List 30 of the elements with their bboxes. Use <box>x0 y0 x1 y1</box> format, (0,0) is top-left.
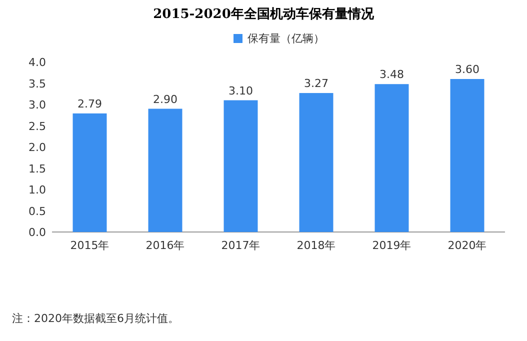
y-tick-label: 0.5 <box>28 204 46 218</box>
y-tick-label: 3.0 <box>28 98 46 112</box>
y-tick-label: 0.0 <box>28 226 46 239</box>
text: 注：2020年数据截至6月统计值。 <box>12 312 179 325</box>
data-label: 2.79 <box>78 97 102 110</box>
x-tick-label: 2016年 <box>146 239 185 252</box>
legend-label: 保有量（亿辆） <box>248 32 324 45</box>
data-label: 2.90 <box>153 92 178 106</box>
chart-title: 2015-2020年全国机动车保有量情况 <box>153 6 375 22</box>
x-tick-label: 2018年 <box>296 239 336 252</box>
bar <box>374 84 409 232</box>
bar <box>72 113 107 232</box>
y-tick-label: 3.5 <box>28 77 46 90</box>
y-tick-label: 2.0 <box>28 141 46 154</box>
y-tick-label: 1.5 <box>28 162 46 176</box>
x-tick-label: 2017年 <box>221 239 260 252</box>
data-label: 3.10 <box>228 84 253 98</box>
y-tick-label: 1.0 <box>28 184 46 196</box>
bar <box>148 108 182 232</box>
bar <box>450 79 484 232</box>
x-tick-label: 2019年 <box>372 239 412 252</box>
data-label: 3.60 <box>455 63 480 76</box>
bar <box>299 93 334 232</box>
bar <box>224 100 258 232</box>
y-tick-label: 4.0 <box>28 56 46 69</box>
x-tick-label: 2015年 <box>70 239 110 252</box>
data-label: 3.27 <box>304 77 328 90</box>
x-tick-label: 2020年 <box>448 239 487 252</box>
y-tick-label: 2.5 <box>28 120 46 133</box>
data-label: 3.48 <box>380 68 404 82</box>
